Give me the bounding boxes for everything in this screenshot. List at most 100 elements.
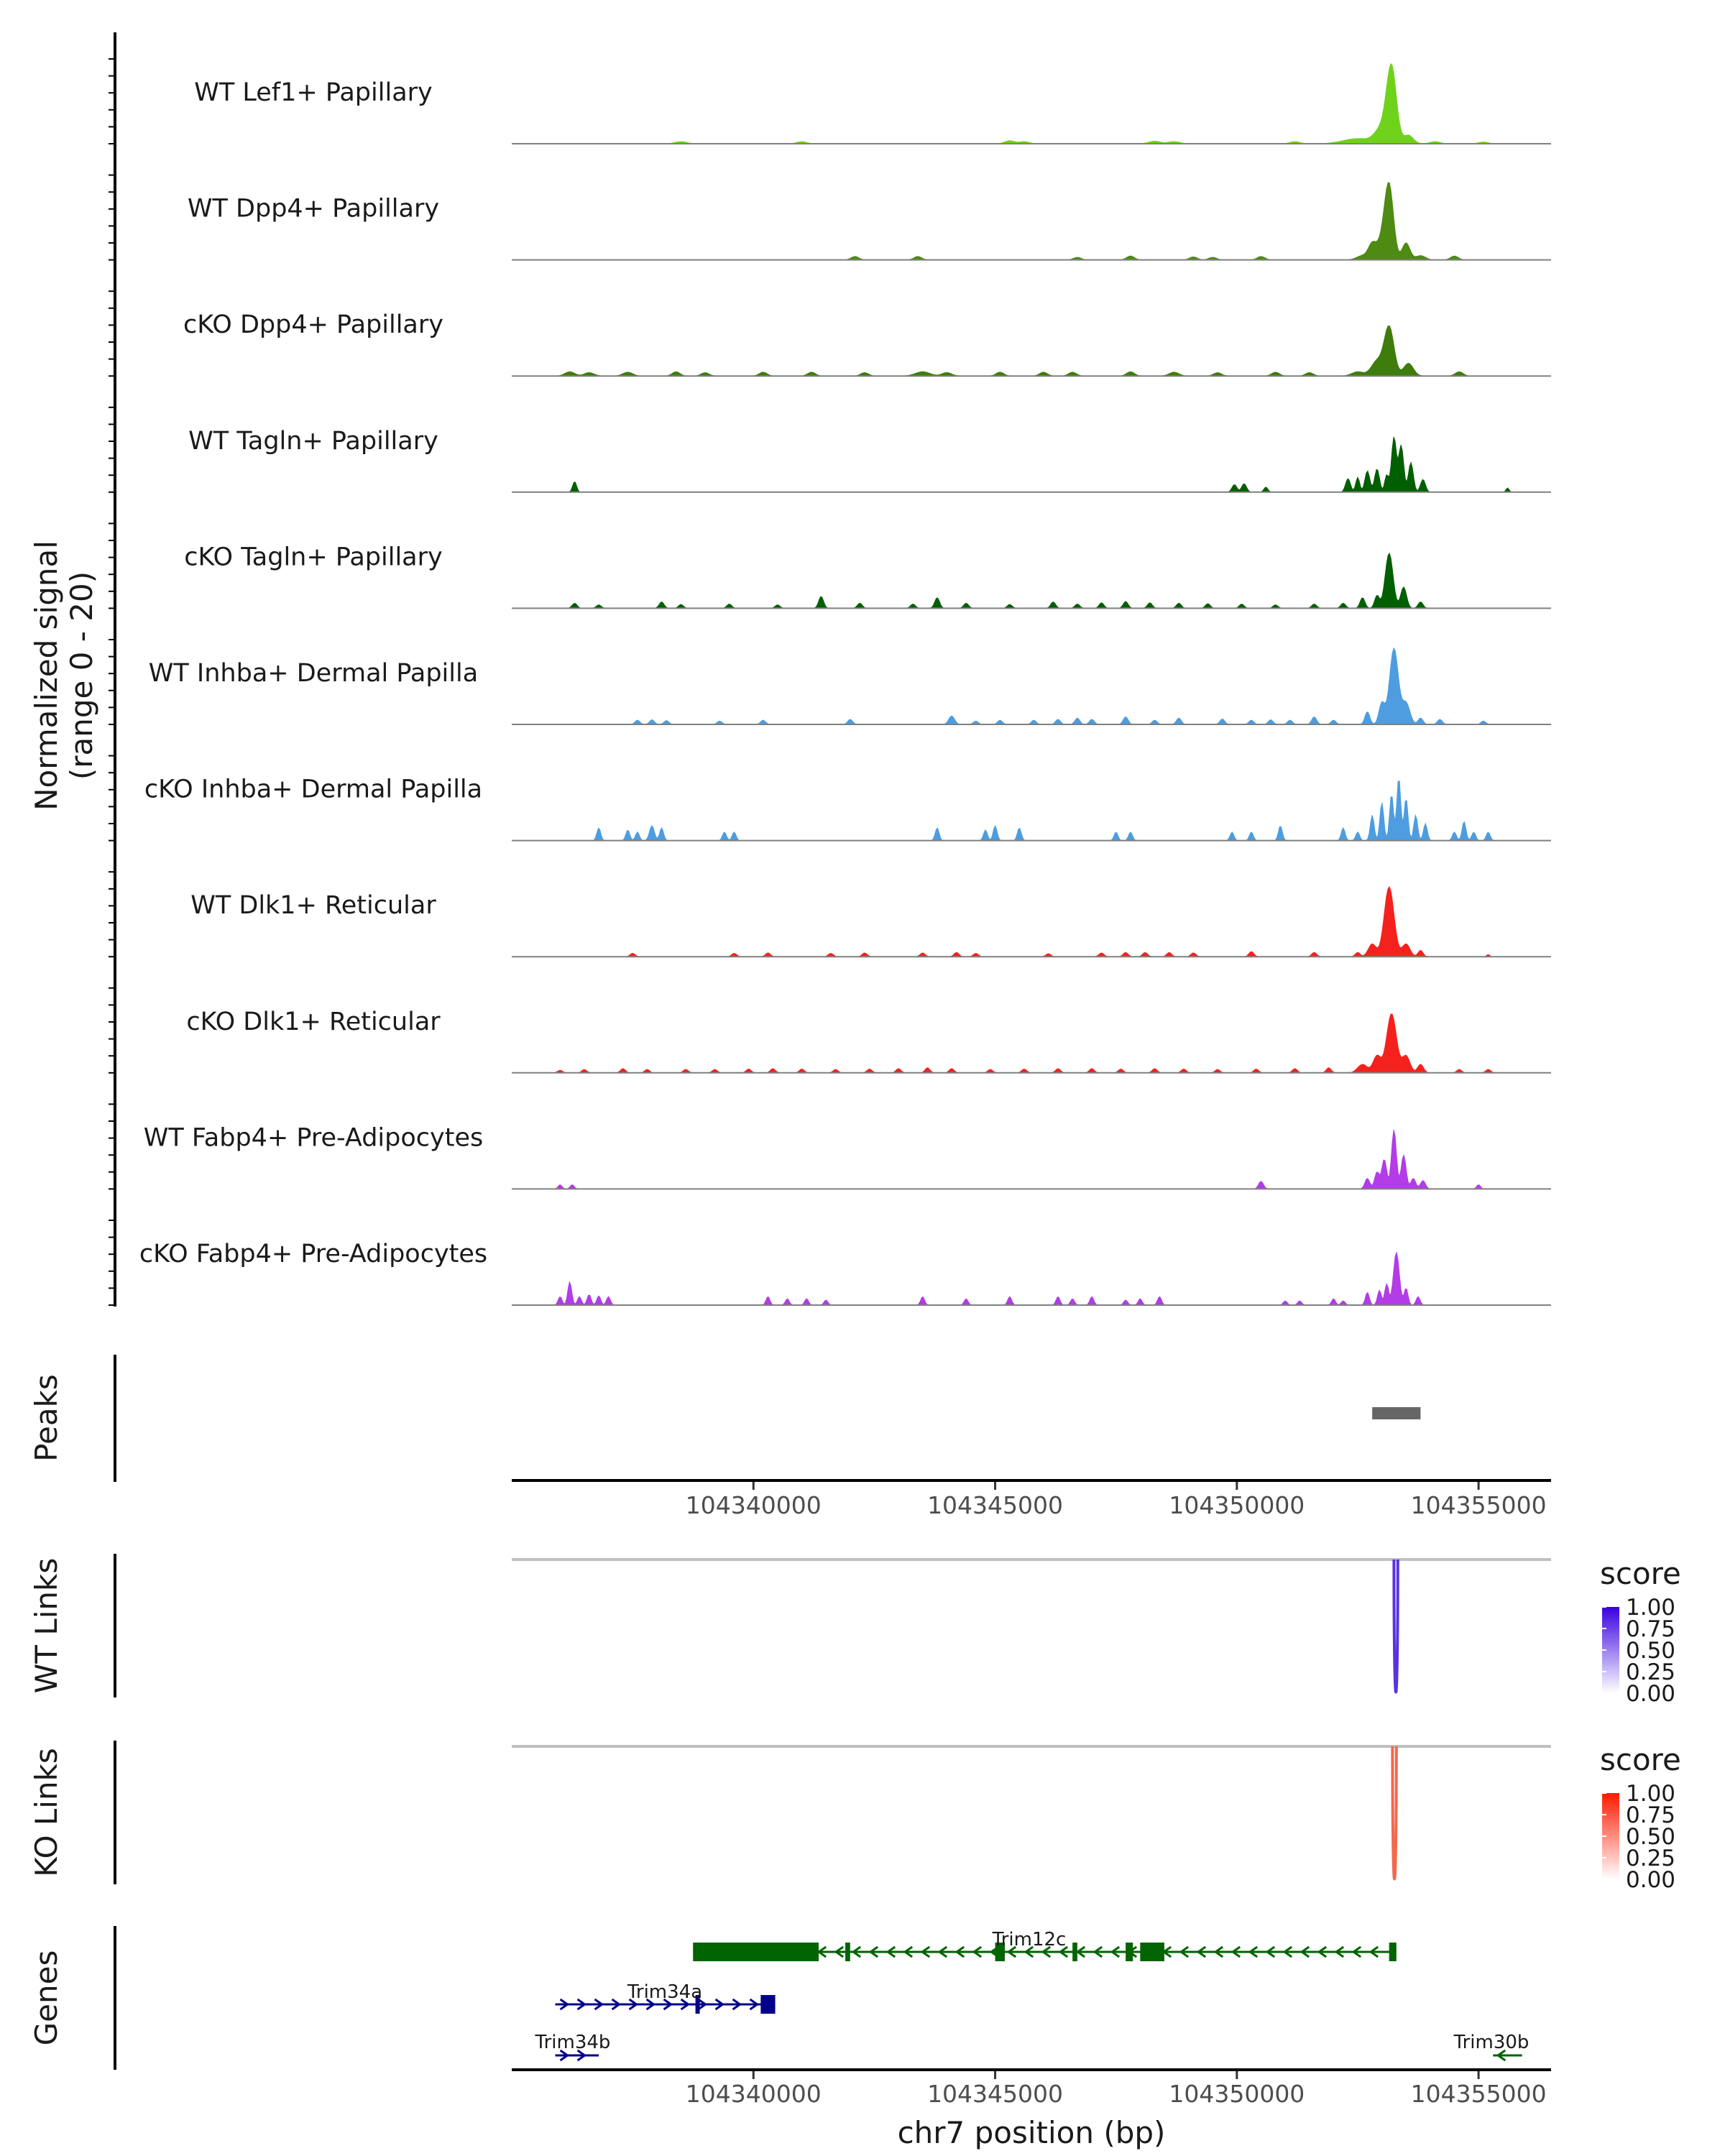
gene-label: Trim12c xyxy=(992,1929,1067,1950)
peaks-track-label: Peaks xyxy=(29,1374,64,1462)
gene-strand-chevron xyxy=(645,1998,656,2011)
gene-strand-chevron xyxy=(714,1998,725,2011)
gene-strand-chevron xyxy=(1496,2049,1506,2062)
gene-strand-chevron xyxy=(1265,1945,1276,1958)
gene-label: Trim34a xyxy=(627,1981,702,2003)
legend-tick-label: 0.75 xyxy=(1626,1802,1675,1828)
peaks-section: Peaks 104340000 104345000 104350000 1043550… xyxy=(29,1355,1551,1519)
coverage-track: WT Inhba+ Dermal Papilla xyxy=(149,647,1551,725)
x-axis-tick-label: 104345000 xyxy=(927,1491,1063,1519)
gene-strand-chevron xyxy=(1317,1945,1328,1958)
gene-strand-chevron xyxy=(903,1945,914,1958)
coverage-track-label: cKO Inhba+ Dermal Papilla xyxy=(144,775,482,804)
gene-models: Trim12c Trim34a Trim34b Trim30b xyxy=(535,1929,1530,2062)
x-axis-bottom: 104340000 104345000 104350000 104355000 xyxy=(686,2071,1547,2108)
coverage-track: cKO Dpp4+ Papillary xyxy=(183,310,1551,377)
gene-strand-chevron xyxy=(1351,1945,1362,1958)
gene-exon xyxy=(695,1995,700,2014)
gene-strand-chevron xyxy=(576,1998,587,2011)
links-track: KO Links score 1.000.750.500.250.00 xyxy=(29,1741,1681,1893)
legend-tick-label: 0.00 xyxy=(1626,1681,1675,1707)
gene-strand-chevron xyxy=(1196,1945,1207,1958)
links-track-label: WT Links xyxy=(29,1558,64,1693)
link-arc xyxy=(1392,1559,1399,1694)
coverage-track: cKO Dlk1+ Reticular xyxy=(186,1008,1551,1074)
gene-exon xyxy=(845,1943,850,1961)
links-track: WT Links score 1.000.750.500.250.00 xyxy=(29,1554,1681,1707)
gene-strand-chevron xyxy=(732,1998,742,2011)
coverage-track-label: WT Dpp4+ Papillary xyxy=(188,195,439,224)
genes-section: Genes Trim12c Trim34a Trim34b Trim30b 10434… xyxy=(29,1926,1551,2150)
gene-exon xyxy=(995,1943,1006,1961)
gene-strand-chevron xyxy=(954,1945,965,1958)
gene-strand-chevron xyxy=(1058,1945,1069,1958)
gene-exon xyxy=(760,1995,776,2014)
gene-label: Trim34b xyxy=(535,2032,611,2053)
legend-tick-label: 0.00 xyxy=(1626,1867,1675,1893)
legend-title: score xyxy=(1600,1742,1681,1777)
coverage-track-label: WT Tagln+ Papillary xyxy=(188,427,438,456)
gene-strand-chevron xyxy=(663,1998,673,2011)
gene-exon xyxy=(1072,1943,1077,1961)
gene-strand-chevron xyxy=(1248,1945,1259,1958)
legend-tick-label: 0.25 xyxy=(1626,1846,1675,1871)
peak-region xyxy=(1372,1407,1421,1419)
x-axis-tick-label: 104355000 xyxy=(1411,2080,1547,2108)
coverage-track: WT Tagln+ Papillary xyxy=(188,427,1551,493)
gene-strand-chevron xyxy=(834,1945,845,1958)
gene-strand-chevron xyxy=(1024,1945,1034,1958)
coverage-track: WT Fabp4+ Pre-Adipocytes xyxy=(144,1123,1551,1190)
gene-strand-chevron xyxy=(1230,1945,1241,1958)
gene-strand-chevron xyxy=(920,1945,931,1958)
x-axis-top: 104340000 104345000 104350000 104355000 xyxy=(686,1482,1547,1519)
coverage-track-label: WT Dlk1+ Reticular xyxy=(190,891,436,920)
coverage-track: WT Dpp4+ Papillary xyxy=(188,182,1551,261)
gene-model: Trim34b xyxy=(535,2032,611,2062)
gene-strand-chevron xyxy=(1110,1945,1121,1958)
coverage-track: WT Dlk1+ Reticular xyxy=(190,885,1551,958)
gene-label: Trim30b xyxy=(1453,2032,1530,2053)
gene-strand-chevron xyxy=(972,1945,983,1958)
coverage-track-label: cKO Dlk1+ Reticular xyxy=(186,1008,441,1036)
gene-strand-chevron xyxy=(851,1945,862,1958)
legend-tick-label: 1.00 xyxy=(1626,1595,1675,1621)
gene-strand-chevron xyxy=(868,1945,879,1958)
gene-model: Trim12c xyxy=(693,1929,1397,1961)
coverage-track: cKO Tagln+ Papillary xyxy=(184,543,1551,609)
genes-track-label: Genes xyxy=(29,1950,64,2046)
gene-strand-chevron xyxy=(559,1998,570,2011)
gene-strand-chevron xyxy=(1213,1945,1224,1958)
coverage-y-axis-title-line2: (range 0 - 20) xyxy=(64,571,99,780)
coverage-track-label: WT Lef1+ Papillary xyxy=(194,78,433,107)
score-legend: score 1.000.750.500.250.00 xyxy=(1600,1556,1681,1707)
x-axis-tick-label: 104350000 xyxy=(1169,2080,1305,2108)
gene-strand-chevron xyxy=(1300,1945,1310,1958)
legend-tick-label: 1.00 xyxy=(1626,1781,1675,1807)
gene-strand-chevron xyxy=(1041,1945,1052,1958)
gene-strand-chevron xyxy=(1179,1945,1190,1958)
coverage-y-axis-title-line1: Normalized signal xyxy=(29,540,64,811)
gene-strand-chevron xyxy=(1075,1945,1086,1958)
gene-exon xyxy=(693,1943,819,1961)
gene-strand-chevron xyxy=(1334,1945,1345,1958)
legend-tick-label: 0.75 xyxy=(1626,1616,1675,1642)
coverage-track-label: WT Fabp4+ Pre-Adipocytes xyxy=(144,1123,483,1152)
coverage-track-label: cKO Tagln+ Papillary xyxy=(184,543,443,571)
coverage-track: cKO Inhba+ Dermal Papilla xyxy=(144,775,1551,842)
x-axis-tick-label: 104340000 xyxy=(686,1491,822,1519)
gene-model: Trim30b xyxy=(1453,2032,1530,2062)
gene-strand-chevron xyxy=(1368,1945,1379,1958)
gene-strand-chevron xyxy=(1282,1945,1293,1958)
coverage-track-label: WT Inhba+ Dermal Papilla xyxy=(149,659,478,688)
peak-regions xyxy=(1372,1407,1421,1419)
coverage-tracks: WT Lef1+ Papillary WT Dpp4+ Papillary cKO … xyxy=(139,63,1551,1306)
gene-strand-chevron xyxy=(680,1998,691,2011)
gene-model: Trim34a xyxy=(555,1981,776,2014)
x-axis-tick-label: 104345000 xyxy=(927,2080,1063,2108)
gene-exon xyxy=(1126,1943,1133,1961)
score-legend: score 1.000.750.500.250.00 xyxy=(1600,1742,1681,1893)
legend-title: score xyxy=(1600,1556,1681,1591)
coverage-track-label: cKO Fabp4+ Pre-Adipocytes xyxy=(139,1240,487,1268)
gene-strand-chevron xyxy=(886,1945,896,1958)
